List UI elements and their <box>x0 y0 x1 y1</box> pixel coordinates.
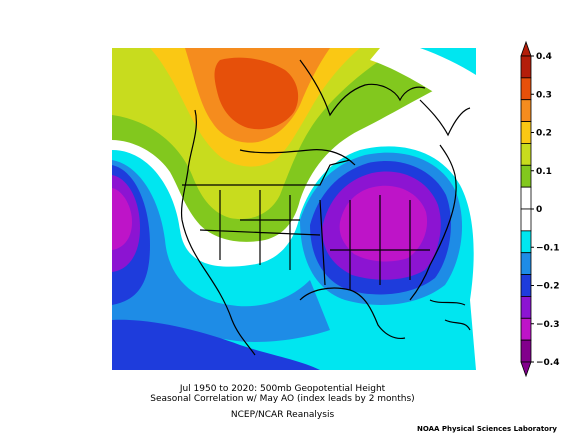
colorbar-tick-label: 0.2 <box>536 129 552 139</box>
colorbar-tick-label: 0.4 <box>536 52 552 62</box>
caption-title: Jul 1950 to 2020: 500mb Geopotential Hei… <box>179 384 386 394</box>
colorbar-tick-label: −0.4 <box>536 358 559 368</box>
colorbar-band <box>520 339 532 363</box>
credit-text: NOAA Physical Sciences Laboratory <box>416 425 557 433</box>
colorbar-band <box>520 121 532 144</box>
positive-peak-region <box>214 57 299 130</box>
caption-subtitle: Seasonal Correlation w/ May AO (index le… <box>150 394 415 404</box>
colorbar-band <box>520 296 532 319</box>
caption-dataset: NCEP/NCAR Reanalysis <box>230 410 335 420</box>
colorbar: 0.4 0.3 0.2 0.1 0 −0.1 −0.2 −0.3 −0.4 <box>520 40 559 378</box>
colorbar-bottom-arrow <box>520 361 532 378</box>
colorbar-band <box>520 77 532 101</box>
negative-blue-region <box>112 160 330 370</box>
map-plot-area <box>112 48 476 370</box>
colorbar-band <box>520 186 532 210</box>
colorbar-tick-label: 0.3 <box>536 90 552 100</box>
colorbar-band <box>520 317 532 341</box>
colorbar-band <box>520 252 532 275</box>
colorbar-band <box>520 164 532 188</box>
colorbar-tick-label: 0 <box>536 205 542 215</box>
colorbar-top-arrow <box>520 40 532 57</box>
colorbar-tick-label: 0.1 <box>536 167 552 177</box>
colorbar-tick-label: −0.2 <box>536 282 559 292</box>
colorbar-tick-label: −0.1 <box>536 243 559 253</box>
colorbar-band <box>520 208 532 232</box>
colorbar-band <box>520 274 532 297</box>
map-boundaries <box>180 59 471 356</box>
colorbar-band <box>520 55 532 79</box>
colorbar-band <box>520 143 532 166</box>
colorbar-tick-label: −0.3 <box>536 320 559 330</box>
colorbar-band <box>520 99 532 122</box>
colorbar-band <box>520 230 532 254</box>
